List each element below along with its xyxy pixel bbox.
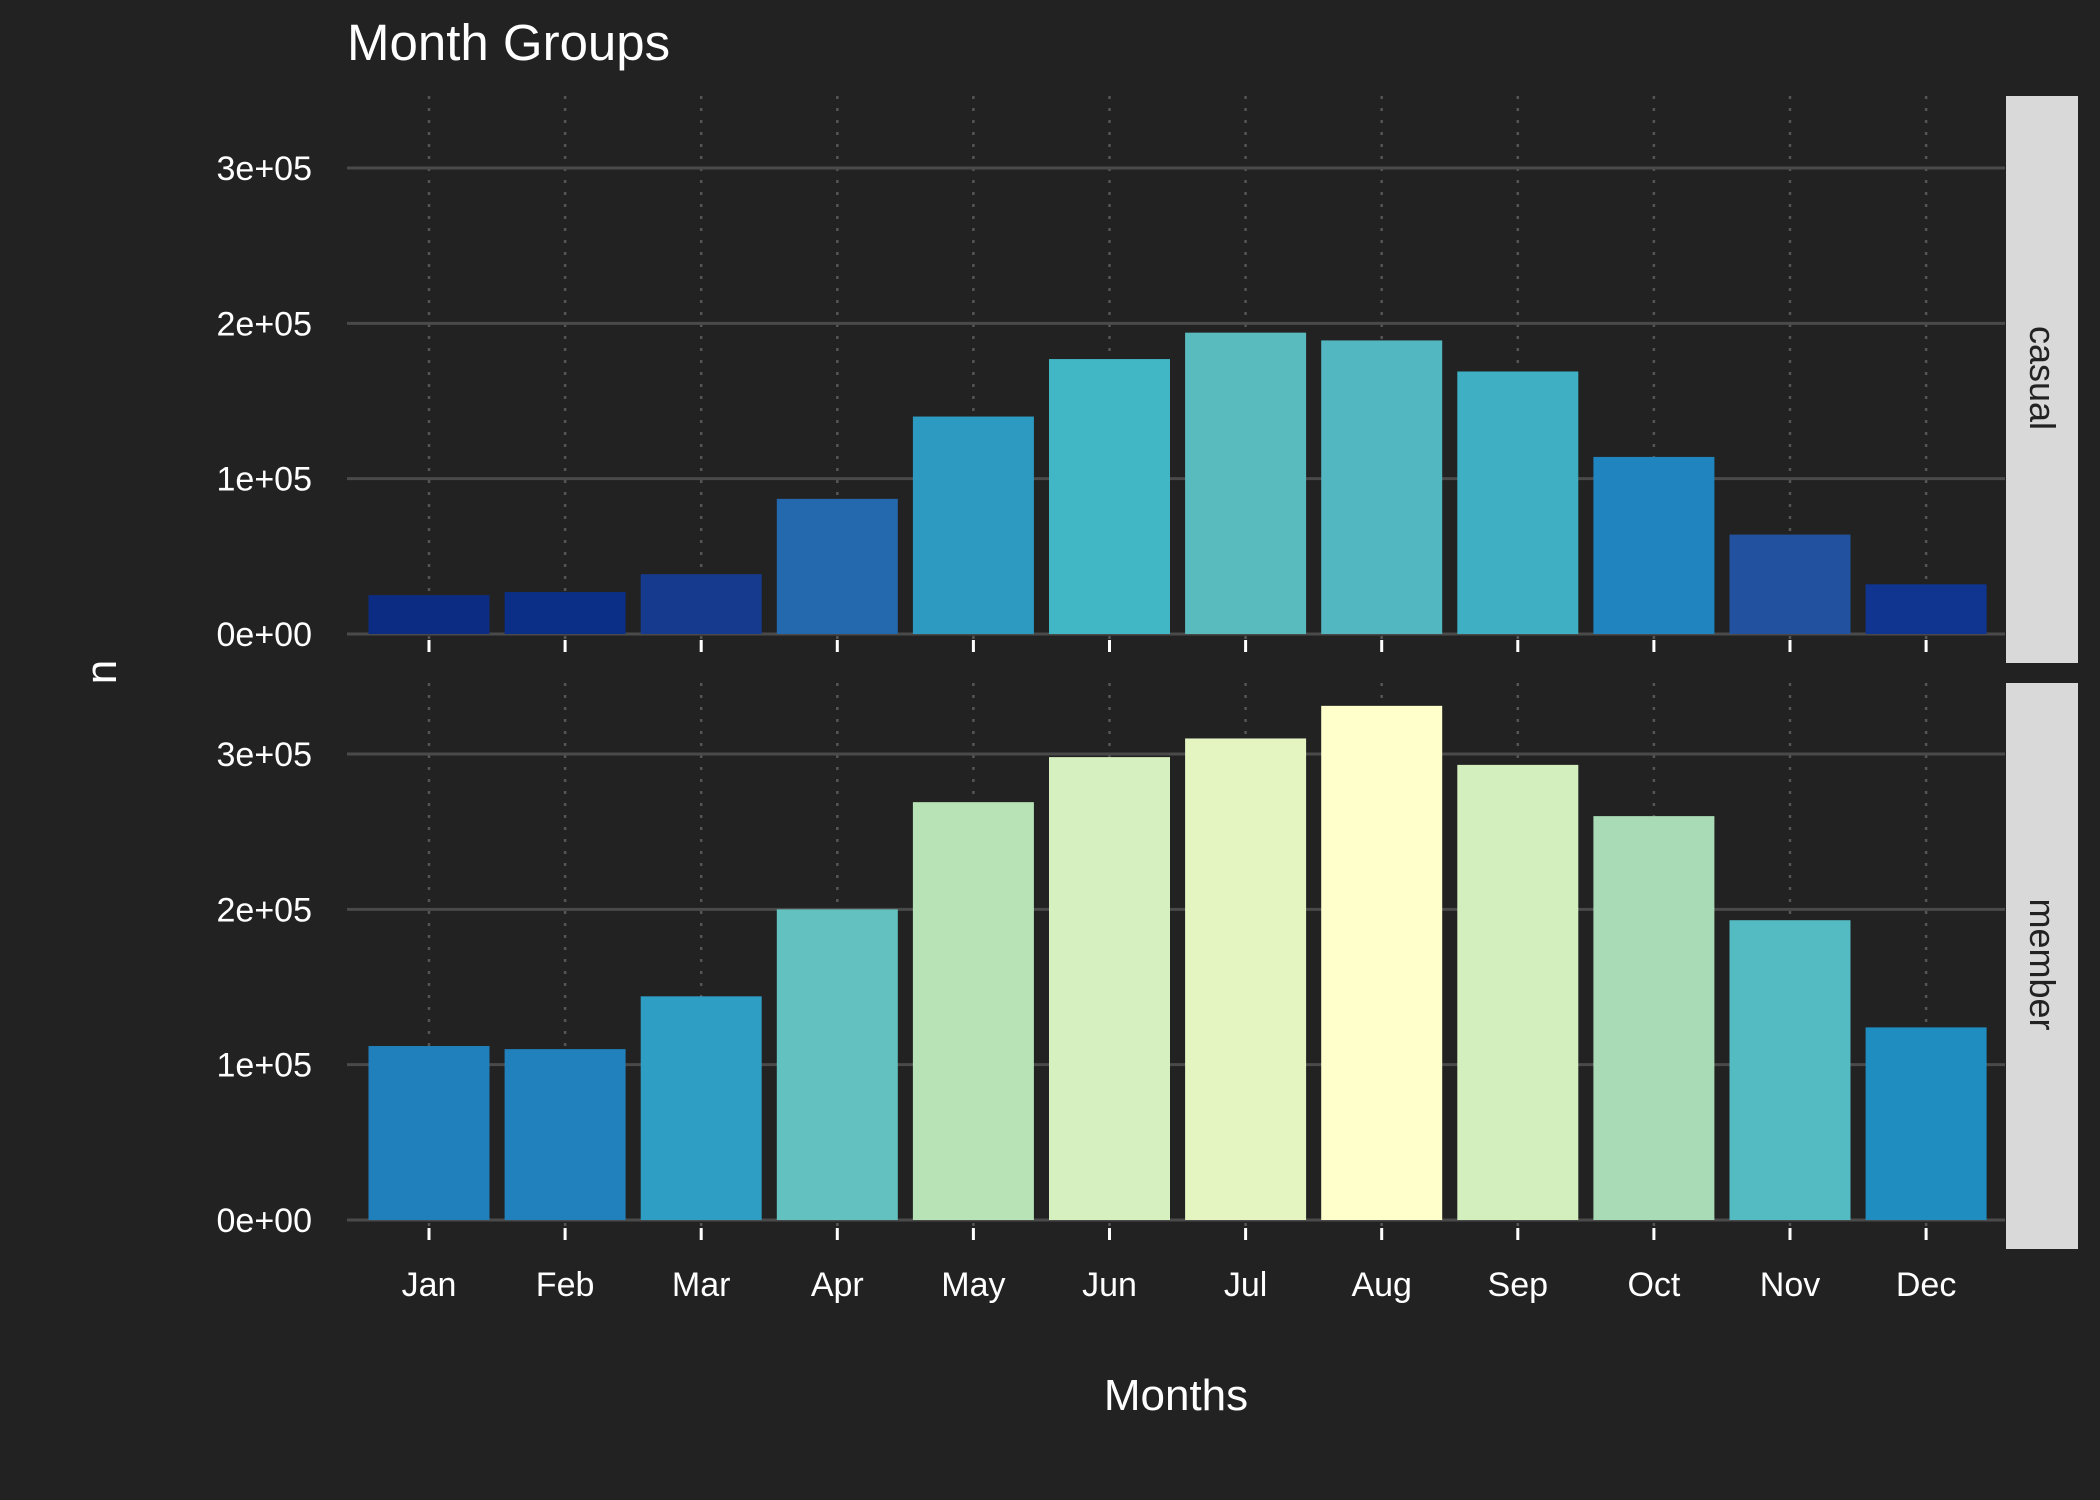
bar-member-sep [1457, 764, 1579, 1220]
x-tick-label: Sep [1488, 1266, 1549, 1304]
bar-member-apr [776, 909, 898, 1220]
bar-member-may [912, 802, 1034, 1220]
x-tick-label: Mar [672, 1266, 731, 1304]
bar-member-mar [640, 996, 762, 1220]
y-axis-title: n [77, 660, 126, 684]
bar-casual-feb [504, 592, 626, 634]
facet-panel-member: 0e+00 1e+05 2e+05 3e+05 member [217, 683, 2078, 1249]
bar-member-dec [1865, 1027, 1987, 1220]
x-tick-label: Oct [1627, 1266, 1680, 1304]
facet-strip-label: member [2022, 898, 2063, 1030]
bar-casual-aug [1321, 340, 1443, 634]
x-tick-label: Apr [811, 1266, 864, 1304]
plot-area: 0e+00 1e+05 2e+05 3e+05 casual 0e+00 1e+05 2e+0… [217, 96, 2078, 1304]
y-tick-label: 1e+05 [217, 461, 313, 499]
x-tick-label: May [941, 1266, 1005, 1304]
y-tick-label: 3e+05 [217, 150, 313, 188]
bar-casual-oct [1593, 456, 1715, 634]
x-tick-label: Nov [1760, 1266, 1820, 1304]
bar-member-jan [368, 1046, 490, 1220]
y-tick-label: 0e+00 [217, 616, 313, 654]
bar-casual-jun [1049, 359, 1170, 634]
x-tick-label: Feb [536, 1266, 595, 1304]
facet-strip-label: casual [2022, 326, 2063, 430]
bar-casual-mar [640, 574, 762, 634]
facet-strip-member [2006, 683, 2078, 1249]
bar-casual-apr [776, 498, 898, 634]
bar-casual-may [912, 416, 1034, 634]
facet-strip-casual [2006, 96, 2078, 663]
bar-member-jul [1185, 738, 1307, 1220]
bar-member-aug [1321, 705, 1443, 1220]
y-tick-label: 0e+00 [217, 1202, 313, 1240]
x-tick-label: Jun [1082, 1266, 1137, 1304]
bar-member-feb [504, 1049, 626, 1220]
y-tick-label: 3e+05 [217, 736, 313, 774]
bar-member-oct [1593, 816, 1715, 1220]
bar-casual-nov [1729, 534, 1851, 634]
bar-casual-jul [1185, 332, 1307, 634]
y-tick-label: 2e+05 [217, 891, 313, 929]
y-tick-label: 1e+05 [217, 1047, 313, 1085]
x-axis-title: Months [1104, 1371, 1248, 1420]
facet-panel-casual: 0e+00 1e+05 2e+05 3e+05 casual [217, 96, 2078, 663]
bar-member-jun [1049, 757, 1170, 1220]
x-tick-label: Dec [1896, 1266, 1956, 1304]
y-tick-label: 2e+05 [217, 305, 313, 343]
x-tick-label: Aug [1351, 1266, 1412, 1304]
x-tick-label: Jan [402, 1266, 457, 1304]
bar-member-nov [1729, 920, 1851, 1220]
chart-title: Month Groups [347, 14, 670, 71]
bar-casual-jan [368, 595, 490, 634]
x-tick-label: Jul [1224, 1266, 1267, 1304]
bar-casual-dec [1865, 584, 1987, 634]
bar-casual-sep [1457, 371, 1579, 634]
